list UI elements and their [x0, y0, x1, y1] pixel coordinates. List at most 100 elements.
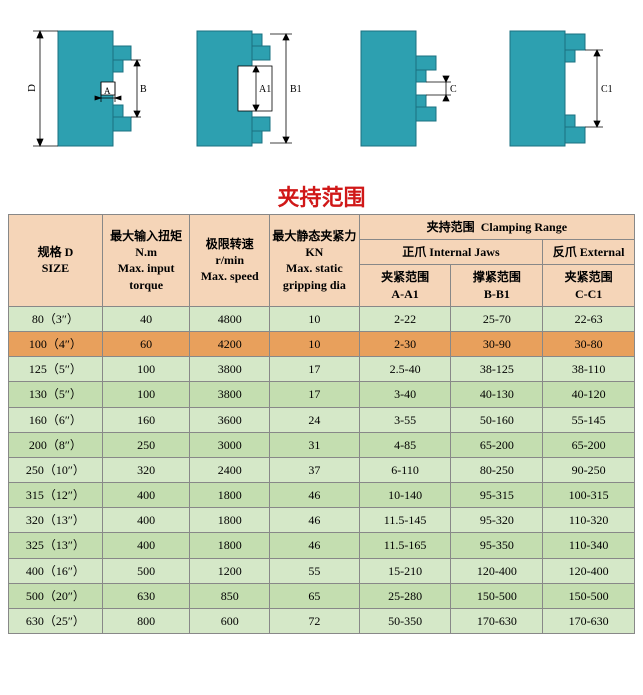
cell-grip: 31 [269, 432, 359, 457]
cell-torque: 400 [102, 533, 190, 558]
diagram-4: C1 [495, 16, 620, 161]
cell-speed: 4200 [190, 331, 270, 356]
cell-torque: 500 [102, 558, 190, 583]
cell-aa1: 10-140 [359, 483, 451, 508]
cell-grip: 46 [269, 508, 359, 533]
cell-grip: 24 [269, 407, 359, 432]
label-a: A [104, 86, 111, 96]
cell-grip: 17 [269, 382, 359, 407]
cell-bb1: 30-90 [451, 331, 543, 356]
table-row: 200（8″）2503000314-8565-20065-200 [9, 432, 635, 457]
spec-table: 规格 D SIZE 最大输入扭矩 N.m Max. input torque 极… [8, 214, 635, 634]
cell-bb1: 65-200 [451, 432, 543, 457]
cell-grip: 17 [269, 357, 359, 382]
cell-cc1: 40-120 [543, 382, 635, 407]
cell-cc1: 110-340 [543, 533, 635, 558]
table-row: 125（5″）1003800172.5-4038-12538-110 [9, 357, 635, 382]
cell-size: 200（8″） [9, 432, 103, 457]
cell-cc1: 150-500 [543, 583, 635, 608]
cell-size: 125（5″） [9, 357, 103, 382]
cell-size: 500（20″） [9, 583, 103, 608]
cell-bb1: 25-70 [451, 306, 543, 331]
cell-bb1: 50-160 [451, 407, 543, 432]
cell-aa1: 3-55 [359, 407, 451, 432]
cell-size: 315（12″） [9, 483, 103, 508]
cell-grip: 46 [269, 483, 359, 508]
hdr-aa1: 夹紧范围A-A1 [359, 265, 451, 306]
cell-torque: 100 [102, 357, 190, 382]
label-b: B [140, 84, 147, 95]
table-row: 500（20″）6308506525-280150-500150-500 [9, 583, 635, 608]
table-header: 规格 D SIZE 最大输入扭矩 N.m Max. input torque 极… [9, 215, 635, 307]
cell-torque: 400 [102, 483, 190, 508]
cell-grip: 46 [269, 533, 359, 558]
cell-torque: 60 [102, 331, 190, 356]
cell-aa1: 3-40 [359, 382, 451, 407]
cell-speed: 1800 [190, 533, 270, 558]
cell-bb1: 150-500 [451, 583, 543, 608]
cell-aa1: 4-85 [359, 432, 451, 457]
cell-size: 630（25″） [9, 609, 103, 634]
cell-cc1: 120-400 [543, 558, 635, 583]
cell-torque: 250 [102, 432, 190, 457]
table-row: 400（16″）50012005515-210120-400120-400 [9, 558, 635, 583]
cell-aa1: 2-22 [359, 306, 451, 331]
cell-size: 320（13″） [9, 508, 103, 533]
cell-speed: 1800 [190, 483, 270, 508]
cell-size: 160（6″） [9, 407, 103, 432]
cell-bb1: 38-125 [451, 357, 543, 382]
label-a1: A1 [259, 84, 271, 95]
cell-size: 100（4″） [9, 331, 103, 356]
cell-speed: 850 [190, 583, 270, 608]
cell-speed: 3600 [190, 407, 270, 432]
cell-speed: 2400 [190, 457, 270, 482]
cell-grip: 37 [269, 457, 359, 482]
label-c1: C1 [601, 84, 613, 95]
table-row: 100（4″）604200102-3030-9030-80 [9, 331, 635, 356]
table-row: 630（25″）8006007250-350170-630170-630 [9, 609, 635, 634]
cell-cc1: 38-110 [543, 357, 635, 382]
diagram-2: A1 B1 [182, 16, 317, 161]
cell-speed: 600 [190, 609, 270, 634]
hdr-torque: 最大输入扭矩 N.m Max. input torque [102, 215, 190, 307]
cell-speed: 3000 [190, 432, 270, 457]
cell-aa1: 2.5-40 [359, 357, 451, 382]
table-row: 320（13″）40018004611.5-14595-320110-320 [9, 508, 635, 533]
table-row: 250（10″）3202400376-11080-25090-250 [9, 457, 635, 482]
hdr-internal: 正爪 Internal Jaws [359, 240, 543, 265]
cell-torque: 400 [102, 508, 190, 533]
hdr-grip: 最大静态夹紧力 KN Max. static gripping dia [269, 215, 359, 307]
label-d: D [26, 84, 38, 92]
cell-torque: 800 [102, 609, 190, 634]
cell-size: 80（3″） [9, 306, 103, 331]
cell-bb1: 120-400 [451, 558, 543, 583]
cell-bb1: 170-630 [451, 609, 543, 634]
cell-bb1: 80-250 [451, 457, 543, 482]
cell-cc1: 22-63 [543, 306, 635, 331]
cell-cc1: 100-315 [543, 483, 635, 508]
cell-grip: 55 [269, 558, 359, 583]
hdr-size: 规格 D SIZE [9, 215, 103, 307]
cell-size: 250（10″） [9, 457, 103, 482]
cell-aa1: 11.5-165 [359, 533, 451, 558]
table-title: 夹持范围 [8, 178, 635, 214]
cell-torque: 320 [102, 457, 190, 482]
label-c: C [450, 84, 457, 95]
cell-aa1: 50-350 [359, 609, 451, 634]
cell-torque: 100 [102, 382, 190, 407]
cell-torque: 40 [102, 306, 190, 331]
cell-bb1: 95-350 [451, 533, 543, 558]
cell-cc1: 65-200 [543, 432, 635, 457]
cell-aa1: 15-210 [359, 558, 451, 583]
diagram-row: D A B [8, 8, 635, 178]
cell-cc1: 90-250 [543, 457, 635, 482]
cell-size: 325（13″） [9, 533, 103, 558]
cell-size: 400（16″） [9, 558, 103, 583]
diagram-1: D A B [23, 16, 153, 161]
cell-cc1: 110-320 [543, 508, 635, 533]
hdr-speed: 极限转速 r/min Max. speed [190, 215, 270, 307]
table-row: 160（6″）1603600243-5550-16055-145 [9, 407, 635, 432]
cell-speed: 1200 [190, 558, 270, 583]
hdr-bb1: 撑紧范围B-B1 [451, 265, 543, 306]
table-body: 80（3″）404800102-2225-7022-63100（4″）60420… [9, 306, 635, 633]
